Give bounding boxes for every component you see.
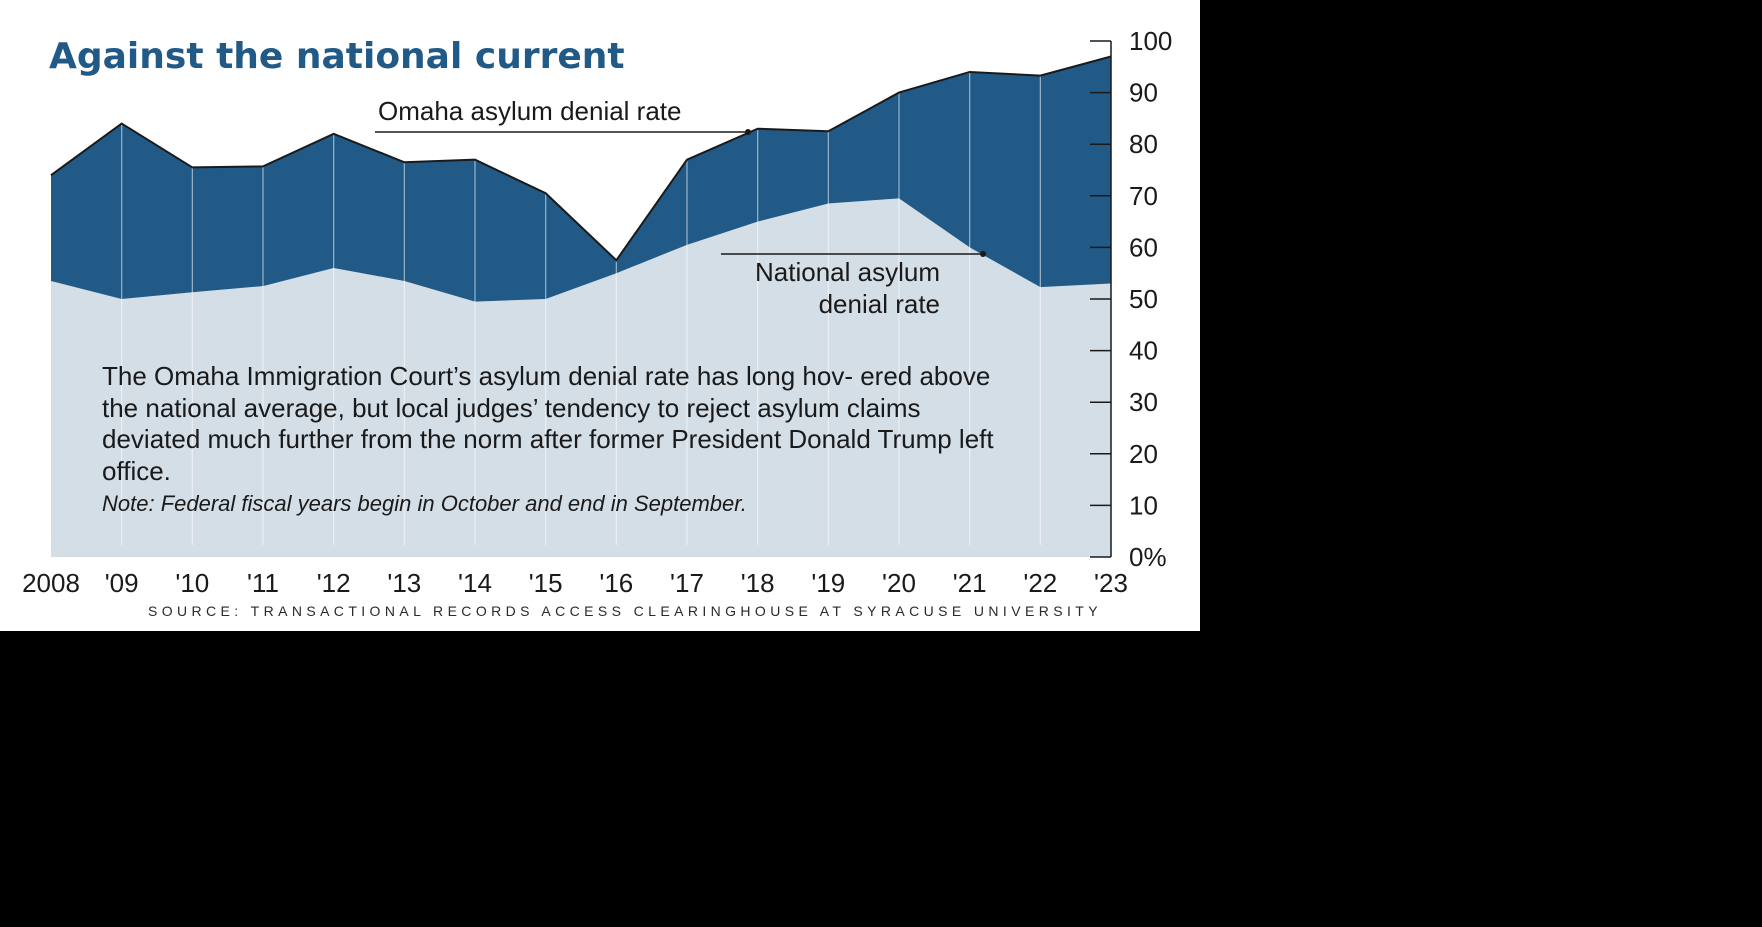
omaha-annotation-dot	[745, 129, 751, 135]
x-tick-label: '19	[811, 568, 845, 598]
chart-areas	[50, 55, 1112, 557]
chart-description: The Omaha Immigration Court’s asylum den…	[102, 361, 1022, 517]
y-tick-label: 50	[1129, 284, 1158, 314]
x-axis: 2008 '09 '10 '11 '12 '13 '14 '15 '16 '17 '18 '19 '20…	[22, 568, 1128, 598]
national-label-line2: denial rate	[819, 289, 940, 319]
y-tick-label: 70	[1129, 181, 1158, 211]
omaha-label: Omaha asylum denial rate	[378, 96, 681, 126]
omaha-annotation: Omaha asylum denial rate	[375, 96, 751, 135]
y-tick-label: 60	[1129, 232, 1158, 262]
description-text: The Omaha Immigration Court’s asylum den…	[102, 361, 994, 486]
y-tick-label: 90	[1129, 78, 1158, 108]
national-annotation-dot	[980, 251, 986, 257]
national-label-line1: National asylum	[755, 257, 940, 287]
y-tick-label: 20	[1129, 439, 1158, 469]
x-tick-label: '09	[105, 568, 139, 598]
y-tick-label: 0%	[1129, 542, 1167, 572]
y-tick-label: 30	[1129, 387, 1158, 417]
national-annotation: National asylum denial rate	[721, 251, 986, 319]
x-tick-label: '17	[670, 568, 704, 598]
x-tick-label: '23	[1094, 568, 1128, 598]
y-tick-label: 100	[1129, 26, 1172, 56]
fiscal-year-note: Note: Federal fiscal years begin in Octo…	[102, 491, 747, 516]
y-axis: 100 90 80 70 60 50 40 30 20 10 0%	[1090, 26, 1172, 572]
y-tick-label: 10	[1129, 490, 1158, 520]
y-tick-label: 40	[1129, 336, 1158, 366]
chart-card: 100 90 80 70 60 50 40 30 20 10 0% 2008 '09 '10 '11 '12…	[0, 0, 1200, 631]
national-area	[51, 198, 1111, 557]
chart-svg: 100 90 80 70 60 50 40 30 20 10 0% 2008 '09 '10 '11 '12…	[22, 26, 1172, 619]
x-tick-label: '11	[247, 568, 279, 598]
source-credit: SOURCE: TRANSACTIONAL RECORDS ACCESS CLE…	[148, 603, 1102, 619]
omaha-line	[50, 55, 1112, 262]
x-tick-label: '10	[175, 568, 209, 598]
x-tick-label: 2008	[22, 568, 80, 598]
x-tick-label: '14	[458, 568, 492, 598]
x-tick-label: '22	[1023, 568, 1057, 598]
omaha-gap-area	[51, 56, 1111, 302]
x-tick-label: '12	[317, 568, 351, 598]
x-tick-label: '15	[529, 568, 563, 598]
x-tick-label: '20	[882, 568, 916, 598]
x-tick-label: '21	[953, 568, 987, 598]
x-tick-label: '18	[741, 568, 775, 598]
y-tick-label: 80	[1129, 129, 1158, 159]
x-tick-label: '16	[599, 568, 633, 598]
chart-title: Against the national current	[49, 36, 625, 77]
x-tick-label: '13	[387, 568, 421, 598]
